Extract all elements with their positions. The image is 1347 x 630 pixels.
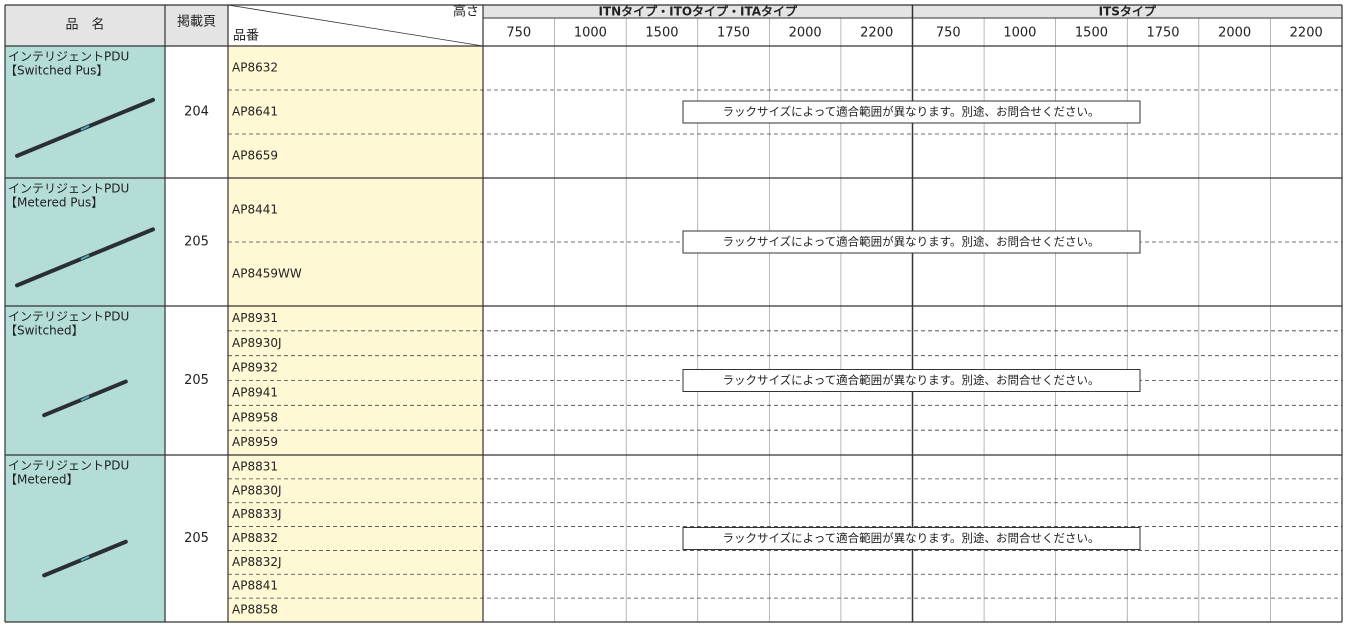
group-header: ITNタイプ・ITOタイプ・ITAタイプ xyxy=(598,4,798,19)
note-box xyxy=(682,369,1141,392)
part-number: AP8441 xyxy=(232,203,278,217)
part-number: AP8459WW xyxy=(232,267,302,281)
header-name: 品 名 xyxy=(65,17,104,33)
height-label: 2200 xyxy=(860,26,893,41)
height-label: 1000 xyxy=(574,26,607,41)
height-label: 2200 xyxy=(1290,26,1323,41)
header-height: 高さ xyxy=(453,4,479,20)
part-number: AP8833J xyxy=(232,507,282,521)
height-label: 1750 xyxy=(1146,26,1179,41)
part-number: AP8831 xyxy=(232,459,278,473)
height-label: 1500 xyxy=(645,26,678,41)
part-number: AP8832J xyxy=(232,555,282,569)
part-number: AP8830J xyxy=(232,483,282,497)
note-box xyxy=(682,100,1141,124)
part-number: AP8841 xyxy=(232,579,278,593)
pdu-highlight xyxy=(80,395,90,402)
pdu-highlight xyxy=(80,254,90,261)
height-label: 750 xyxy=(936,26,961,41)
note: ラックサイズによって適合範囲が異なります。別途、お問合せください。 xyxy=(722,105,1099,119)
part-number: AP8832 xyxy=(232,531,278,545)
header-page: 掲載頁 xyxy=(177,14,216,30)
header-bg xyxy=(5,5,228,46)
height-label: 1000 xyxy=(1003,26,1036,41)
note: ラックサイズによって適合範囲が異なります。別途、お問合せください。 xyxy=(722,531,1099,545)
product-name: インテリジェントPDU xyxy=(8,459,129,473)
height-label: 2000 xyxy=(789,26,822,41)
part-cell xyxy=(228,46,483,178)
note: ラックサイズによって適合範囲が異なります。別途、お問合せください。 xyxy=(722,235,1099,249)
part-number: AP8958 xyxy=(232,410,278,424)
page-number: 205 xyxy=(184,235,209,250)
page-number: 205 xyxy=(184,373,209,388)
header-part: 品番 xyxy=(233,29,259,44)
part-number: AP8941 xyxy=(232,385,278,399)
product-variant: 【Switched Pus】 xyxy=(5,64,108,78)
group-header: ITSタイプ xyxy=(1099,4,1157,19)
name-cell xyxy=(5,306,165,455)
note: ラックサイズによって適合範囲が異なります。別途、お問合せください。 xyxy=(722,373,1099,387)
product-name: インテリジェントPDU xyxy=(8,310,129,324)
page-number: 205 xyxy=(184,531,209,546)
height-label: 2000 xyxy=(1218,26,1251,41)
note-box xyxy=(682,527,1141,550)
name-cell xyxy=(5,46,165,178)
part-number: AP8932 xyxy=(232,361,278,375)
part-number: AP8858 xyxy=(232,603,278,617)
height-label: 1500 xyxy=(1075,26,1108,41)
pdu-highlight xyxy=(80,555,90,562)
name-cell xyxy=(5,455,165,622)
height-label: 1750 xyxy=(717,26,750,41)
name-cell xyxy=(5,178,165,306)
product-name: インテリジェントPDU xyxy=(8,182,129,196)
part-number: AP8930J xyxy=(232,336,282,350)
note-box xyxy=(682,230,1141,254)
part-number: AP8931 xyxy=(232,311,278,325)
part-number: AP8641 xyxy=(232,105,278,119)
product-variant: 【Metered】 xyxy=(5,473,79,487)
pdu-highlight xyxy=(80,124,90,131)
product-variant: 【Metered Pus】 xyxy=(5,196,103,210)
part-cell xyxy=(228,455,483,622)
height-label: 750 xyxy=(506,26,531,41)
part-number: AP8632 xyxy=(232,61,278,75)
part-number: AP8959 xyxy=(232,435,278,449)
diagonal xyxy=(227,4,484,47)
part-number: AP8659 xyxy=(232,149,278,163)
product-name: インテリジェントPDU xyxy=(8,50,129,64)
product-variant: 【Switched】 xyxy=(5,324,84,338)
page-number: 204 xyxy=(184,105,209,120)
